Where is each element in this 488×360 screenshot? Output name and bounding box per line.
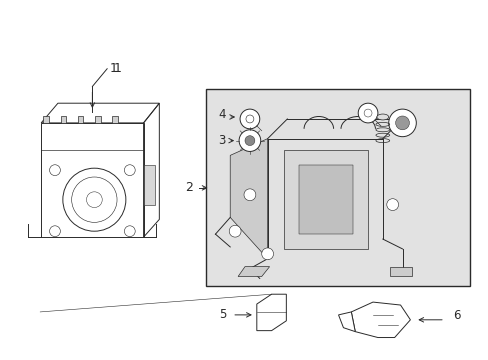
Polygon shape <box>230 139 267 259</box>
Text: 5: 5 <box>218 309 225 321</box>
Bar <box>205 89 469 286</box>
Polygon shape <box>350 302 409 338</box>
Circle shape <box>49 226 60 237</box>
Circle shape <box>261 248 273 260</box>
Text: 4: 4 <box>218 108 225 121</box>
Bar <box>95 116 101 123</box>
Ellipse shape <box>376 114 388 120</box>
Polygon shape <box>389 267 411 276</box>
Circle shape <box>229 225 241 237</box>
Polygon shape <box>238 267 269 276</box>
Text: 2: 2 <box>184 181 192 194</box>
Polygon shape <box>256 294 286 330</box>
Text: 3: 3 <box>218 134 225 147</box>
Bar <box>43 116 49 123</box>
Bar <box>78 116 83 123</box>
Text: 6: 6 <box>452 309 460 322</box>
Bar <box>61 116 66 123</box>
Circle shape <box>358 103 377 123</box>
Circle shape <box>388 109 415 137</box>
Circle shape <box>386 199 398 211</box>
Circle shape <box>395 116 408 130</box>
Circle shape <box>239 130 260 152</box>
Circle shape <box>124 165 135 176</box>
Circle shape <box>63 168 125 231</box>
Bar <box>112 116 118 123</box>
Polygon shape <box>338 312 355 332</box>
Polygon shape <box>284 150 367 249</box>
Text: 1: 1 <box>114 62 122 75</box>
Circle shape <box>240 109 259 129</box>
Circle shape <box>244 189 255 201</box>
Polygon shape <box>299 165 352 234</box>
Circle shape <box>49 165 60 176</box>
Circle shape <box>124 226 135 237</box>
Circle shape <box>244 136 254 145</box>
Bar <box>143 165 155 204</box>
Text: 1: 1 <box>110 62 118 75</box>
